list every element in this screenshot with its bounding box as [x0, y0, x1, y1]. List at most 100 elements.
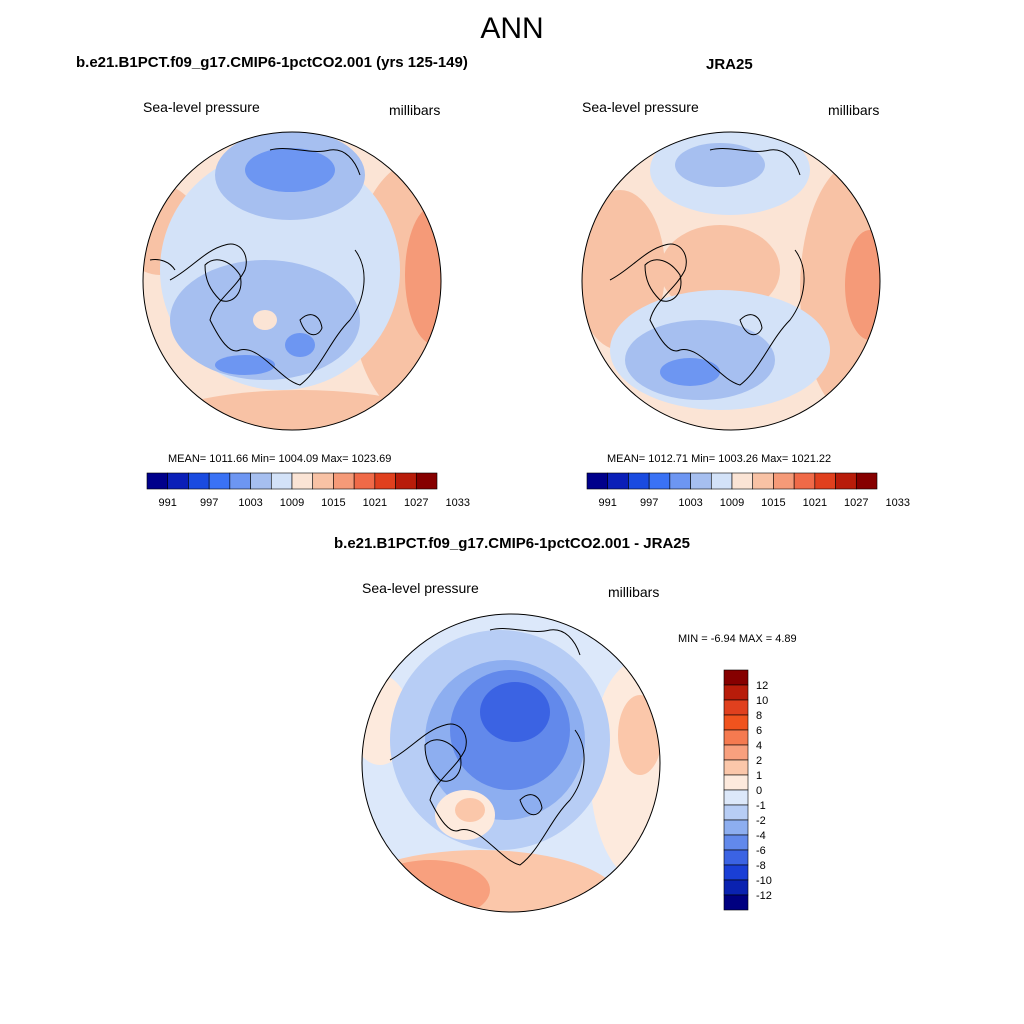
- model-colorbar-box-0: [146, 472, 169, 490]
- diff-colorbar-box-9: [723, 804, 749, 821]
- page-title: ANN: [480, 12, 544, 45]
- diff-colorbar-box-3: [723, 714, 749, 731]
- diff-colorbar-label-9: -2: [756, 815, 766, 827]
- model-colorbar-label-2: 1003: [238, 497, 262, 509]
- diff-colorbar-box-13: [723, 864, 749, 881]
- diff-colorbar-label-8: -1: [756, 800, 766, 812]
- diff-colorbar-label-11: -6: [756, 845, 766, 857]
- diff-coastlines: [389, 628, 585, 866]
- diff-colorbar-box-5: [723, 744, 749, 761]
- model-colorbar-box-13: [415, 472, 438, 490]
- obs-colorbar-box-3: [648, 472, 671, 490]
- diff-colorbar-label-0: 12: [756, 680, 768, 692]
- obs-colorbar-box-12: [835, 472, 857, 490]
- diff-colorbar-box-15: [723, 894, 749, 911]
- obs-colorbar-box-2: [628, 472, 650, 490]
- obs-colorbar-label-1: 997: [640, 497, 658, 509]
- diff-colorbar-label-1: 10: [756, 695, 768, 707]
- diff-polar-map: [362, 614, 660, 912]
- model-colorbar-label-3: 1009: [280, 497, 304, 509]
- diff-colorbar-label-3: 6: [756, 725, 762, 737]
- obs-units-label: millibars: [828, 102, 880, 118]
- model-colorbar: 991 997 1003 1009 1015 1021 1027 1033: [146, 472, 470, 509]
- obs-colorbar-box-5: [690, 472, 712, 490]
- diff-colorbar-label-6: 1: [756, 770, 762, 782]
- obs-panel-title: JRA25: [706, 56, 753, 73]
- model-panel-title: b.e21.B1PCT.f09_g17.CMIP6-1pctCO2.001 (y…: [76, 54, 468, 71]
- diff-colorbar-label-5: 2: [756, 755, 762, 767]
- model-colorbar-label-0: 991: [159, 497, 177, 509]
- model-colorbar-label-5: 1021: [363, 497, 387, 509]
- obs-colorbar-box-4: [669, 472, 691, 490]
- diff-units-label: millibars: [608, 584, 660, 600]
- model-colorbar-box-2: [188, 472, 210, 490]
- model-colorbar-label-7: 1033: [445, 497, 469, 509]
- diff-colorbar-box-2: [723, 699, 749, 716]
- model-variable-label: Sea-level pressure: [143, 99, 260, 115]
- obs-coastlines: [609, 148, 805, 386]
- diff-colorbar-box-8: [723, 789, 749, 806]
- model-colorbar-box-12: [395, 472, 417, 490]
- model-units-label: millibars: [389, 102, 441, 118]
- diff-colorbar-label-4: 4: [756, 740, 762, 752]
- obs-colorbar-box-0: [586, 472, 609, 490]
- diff-colorbar-box-6: [723, 759, 749, 776]
- model-map-border: [142, 131, 442, 431]
- diff-colorbar-box-0: [723, 669, 749, 686]
- model-colorbar-box-4: [229, 472, 251, 490]
- diff-colorbar-box-11: [723, 834, 749, 851]
- diff-colorbar-box-7: [723, 774, 749, 791]
- model-colorbar-box-11: [374, 472, 396, 490]
- model-colorbar-box-1: [167, 472, 189, 490]
- diff-colorbar-box-12: [723, 849, 749, 866]
- obs-colorbar-box-8: [752, 472, 774, 490]
- diff-colorbar-label-12: -8: [756, 860, 766, 872]
- model-coastlines: [149, 148, 365, 386]
- obs-colorbar-box-7: [731, 472, 754, 490]
- model-colorbar-label-1: 997: [200, 497, 218, 509]
- obs-colorbar-label-4: 1015: [761, 497, 785, 509]
- diff-colorbar-label-14: -12: [756, 890, 772, 902]
- obs-polar-map: [582, 132, 880, 430]
- model-colorbar-box-7: [291, 472, 314, 490]
- diff-map-border: [361, 613, 661, 913]
- diff-colorbar-box-4: [723, 729, 749, 746]
- diff-variable-label: Sea-level pressure: [362, 580, 479, 596]
- model-colorbar-label-4: 1015: [321, 497, 345, 509]
- obs-colorbar-label-7: 1033: [885, 497, 909, 509]
- obs-colorbar-label-2: 1003: [678, 497, 702, 509]
- diff-colorbar-label-13: -10: [756, 875, 772, 887]
- model-colorbar-box-6: [270, 472, 293, 490]
- obs-colorbar-box-9: [773, 472, 795, 490]
- diff-colorbar-box-10: [723, 819, 749, 836]
- model-stats: MEAN= 1011.66 Min= 1004.09 Max= 1023.69: [168, 453, 392, 465]
- diff-panel-title: b.e21.B1PCT.f09_g17.CMIP6-1pctCO2.001 - …: [334, 535, 690, 552]
- diff-colorbar-label-2: 8: [756, 710, 762, 722]
- obs-colorbar-box-13: [855, 472, 878, 490]
- diff-stats: MIN = -6.94 MAX = 4.89: [678, 633, 797, 645]
- obs-colorbar-label-0: 991: [599, 497, 617, 509]
- obs-stats: MEAN= 1012.71 Min= 1003.26 Max= 1021.22: [607, 453, 832, 465]
- model-colorbar-box-3: [208, 472, 231, 490]
- model-colorbar-box-5: [250, 472, 272, 490]
- obs-colorbar-label-5: 1021: [803, 497, 827, 509]
- obs-colorbar-box-6: [710, 472, 733, 490]
- diff-colorbar-box-14: [723, 879, 749, 896]
- obs-variable-label: Sea-level pressure: [582, 99, 699, 115]
- model-colorbar-box-9: [333, 472, 355, 490]
- obs-colorbar-box-10: [793, 472, 816, 490]
- model-colorbar-label-6: 1027: [404, 497, 428, 509]
- diff-colorbar-label-10: -4: [756, 830, 766, 842]
- obs-colorbar-label-6: 1027: [844, 497, 868, 509]
- diff-colorbar-box-1: [723, 684, 749, 701]
- model-colorbar-box-10: [353, 472, 376, 490]
- obs-colorbar-box-11: [814, 472, 836, 490]
- model-polar-map: [143, 132, 441, 430]
- obs-colorbar-box-1: [607, 472, 629, 490]
- model-colorbar-box-8: [312, 472, 334, 490]
- obs-map-border: [581, 131, 881, 431]
- obs-colorbar: 991 997 1003 1009 1015 1021 1027 1033: [586, 472, 910, 509]
- obs-colorbar-label-3: 1009: [720, 497, 744, 509]
